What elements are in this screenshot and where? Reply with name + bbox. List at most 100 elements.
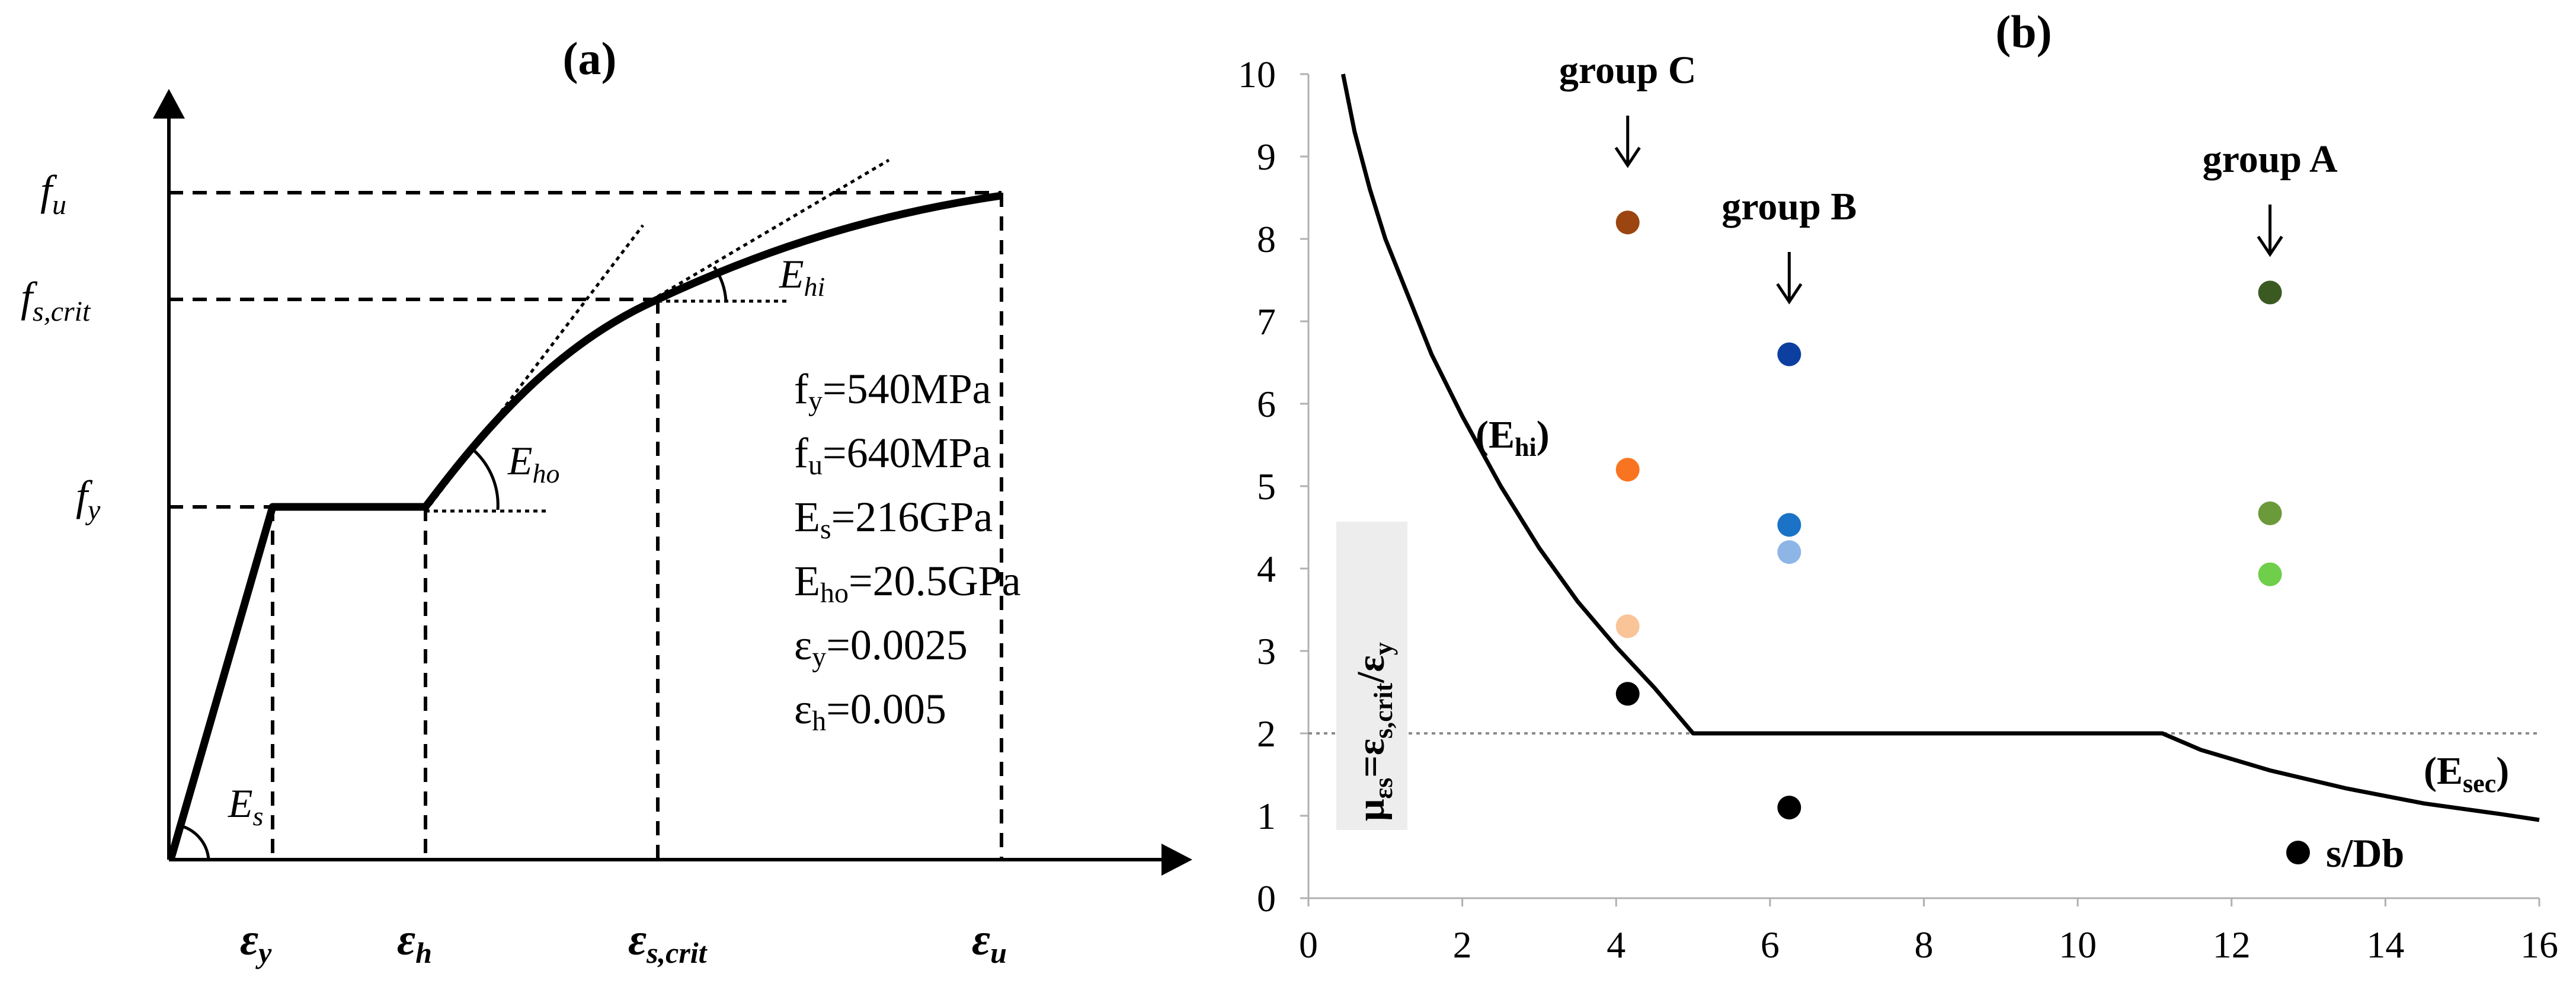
label-ehi-angle: Ehi <box>779 251 825 302</box>
property-value: =0.005 <box>826 685 946 733</box>
y-tick-label: 0 <box>1257 877 1276 920</box>
y-label-eq: =ε <box>1349 739 1393 778</box>
property-subscript: ho <box>820 577 849 609</box>
panel-b-annotations: (Ehi)(Esec)μεs=εs,crit/εys/Db <box>1336 413 2509 876</box>
property-line-0: fy=540MPa <box>794 365 991 417</box>
stress-strain-curve <box>167 191 1002 861</box>
y-tick-label: 5 <box>1257 465 1276 507</box>
x-tick-label: 12 <box>2213 924 2251 966</box>
group-annotations: group C group B group A <box>1559 49 2338 305</box>
data-point <box>1777 796 1801 820</box>
label-es-angle: Es <box>228 781 263 831</box>
panel-a-y-axis-arrow <box>153 89 185 119</box>
curve-label-ehi: (Ehi) <box>1476 413 1550 462</box>
panel-a-x-axis-arrow <box>1161 844 1192 876</box>
curve-label-main: (E <box>1476 413 1515 456</box>
panel-a-label: (a) <box>563 33 617 84</box>
property-value: =540MPa <box>823 365 991 413</box>
data-point <box>2258 501 2282 525</box>
curve-label-end: ) <box>1537 413 1550 456</box>
data-point <box>2258 280 2282 305</box>
curve-label-esec: (Esec) <box>2424 749 2509 798</box>
angle-arc-eho <box>473 449 500 510</box>
label-eho-angle: Eho <box>507 438 560 489</box>
data-point <box>1615 682 1640 706</box>
property-line-3: Eho=20.5GPa <box>794 557 1021 609</box>
y-tick-label: 2 <box>1257 713 1276 755</box>
y-label-mu-sub: εs <box>1369 778 1398 799</box>
y-tick-label: 9 <box>1257 136 1276 178</box>
label-eh: εh <box>397 915 432 969</box>
curve-label-sub: hi <box>1515 433 1537 462</box>
property-subscript: s <box>820 513 831 545</box>
curve-label-main: (E <box>2424 749 2463 793</box>
group-arrow-head <box>1776 283 1803 305</box>
x-tick-label: 0 <box>1299 924 1318 966</box>
panel-a-stress-strain: (a) fu fs,crit fy εy εh εs,crit εu <box>21 33 1192 969</box>
data-point <box>1615 614 1640 639</box>
data-point <box>1777 513 1801 537</box>
material-properties: fy=540MPafu=640MPaEs=216GPaEho=20.5GPaεy… <box>794 365 1021 737</box>
property-symbol: ε <box>794 685 812 733</box>
property-value: =216GPa <box>831 493 993 541</box>
property-subscript: h <box>812 706 826 737</box>
property-symbol: E <box>794 493 820 541</box>
property-line-2: Es=216GPa <box>794 493 993 545</box>
group-arrow-head <box>2257 235 2283 257</box>
x-tick-label: 6 <box>1761 924 1780 966</box>
label-es-crit: εs,crit <box>628 915 708 969</box>
angle-arc-es <box>177 823 210 860</box>
y-tick-label: 1 <box>1257 795 1276 837</box>
y-tick-label: 7 <box>1257 301 1276 343</box>
limit-curve <box>1340 74 2540 822</box>
property-symbol: f <box>794 365 808 413</box>
data-point <box>1615 458 1640 482</box>
tangent-ehi <box>657 158 890 298</box>
property-line-1: fu=640MPa <box>794 429 991 481</box>
group-arrow-head <box>1614 146 1641 168</box>
data-points <box>1615 210 2282 820</box>
x-tick-label: 2 <box>1453 924 1472 966</box>
y-axis-label: μεs=εs,crit/εy <box>1349 642 1398 821</box>
legend-marker <box>2286 841 2310 864</box>
label-ey: εy <box>240 915 272 969</box>
property-symbol: ε <box>794 621 812 669</box>
y-tick-label: 6 <box>1257 383 1276 425</box>
group-label-2: group A <box>2203 138 2338 181</box>
property-subscript: u <box>808 449 823 481</box>
panel-b-label: (b) <box>1995 6 2052 58</box>
curve-label-sub: sec <box>2463 769 2496 798</box>
group-label-1: group B <box>1721 185 1857 228</box>
y-tick-label: 8 <box>1257 218 1276 260</box>
x-tick-label: 8 <box>1915 924 1934 966</box>
data-point <box>1777 342 1801 366</box>
property-value: =0.0025 <box>826 621 968 669</box>
y-label-eq-sub: s,crit <box>1369 682 1398 738</box>
x-tick-label: 10 <box>2059 924 2097 966</box>
y-label-slash: /ε <box>1349 655 1393 684</box>
data-point <box>1777 540 1801 564</box>
y-tick-label: 4 <box>1257 548 1276 590</box>
y-axis-label-background <box>1336 522 1407 830</box>
property-subscript: y <box>812 641 826 673</box>
legend-label: s/Db <box>2326 831 2404 876</box>
y-label-slash-sub: y <box>1369 642 1398 655</box>
data-point <box>2258 562 2282 586</box>
label-eu: εu <box>972 915 1007 969</box>
curve-label-end: ) <box>2496 749 2509 793</box>
property-value: =640MPa <box>823 429 991 477</box>
property-line-4: εy=0.0025 <box>794 621 968 673</box>
property-symbol: f <box>794 429 808 477</box>
x-tick-label: 14 <box>2366 924 2404 966</box>
property-symbol: E <box>794 557 820 605</box>
x-tick-label: 16 <box>2520 924 2558 966</box>
y-tick-label: 3 <box>1257 630 1276 672</box>
limit-curve-line <box>1340 74 2540 822</box>
x-tick-label: 4 <box>1607 924 1625 966</box>
group-label-0: group C <box>1559 49 1697 92</box>
property-value: =20.5GPa <box>849 557 1021 605</box>
